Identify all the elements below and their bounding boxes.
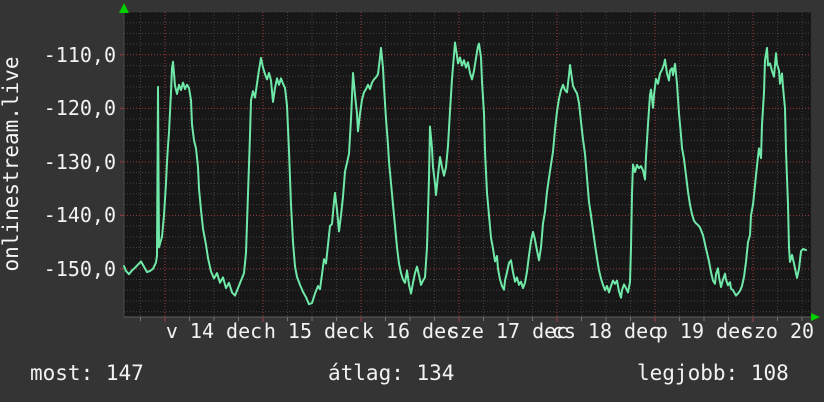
stat-legjobb: legjobb: 108 [637, 361, 789, 385]
footer-stats: most: 147 átlag: 134 legjobb: 108 [0, 361, 824, 385]
series-line [123, 41, 807, 306]
stat-most-label: most: [30, 361, 94, 385]
stat-most: most: 147 [30, 361, 144, 385]
stat-atlag: átlag: 134 [328, 361, 454, 385]
stat-legjobb-value: 108 [750, 361, 789, 385]
stat-atlag-label: átlag: [328, 361, 404, 385]
x-axis-arrow-icon [811, 313, 820, 321]
stat-atlag-value: 134 [416, 361, 455, 385]
y-axis-arrow-icon [119, 3, 129, 13]
watermark-vertical: onlinestream.live [0, 56, 23, 272]
plot-area [124, 12, 811, 317]
stat-legjobb-label: legjobb: [637, 361, 739, 385]
stat-most-value: 147 [105, 361, 144, 385]
